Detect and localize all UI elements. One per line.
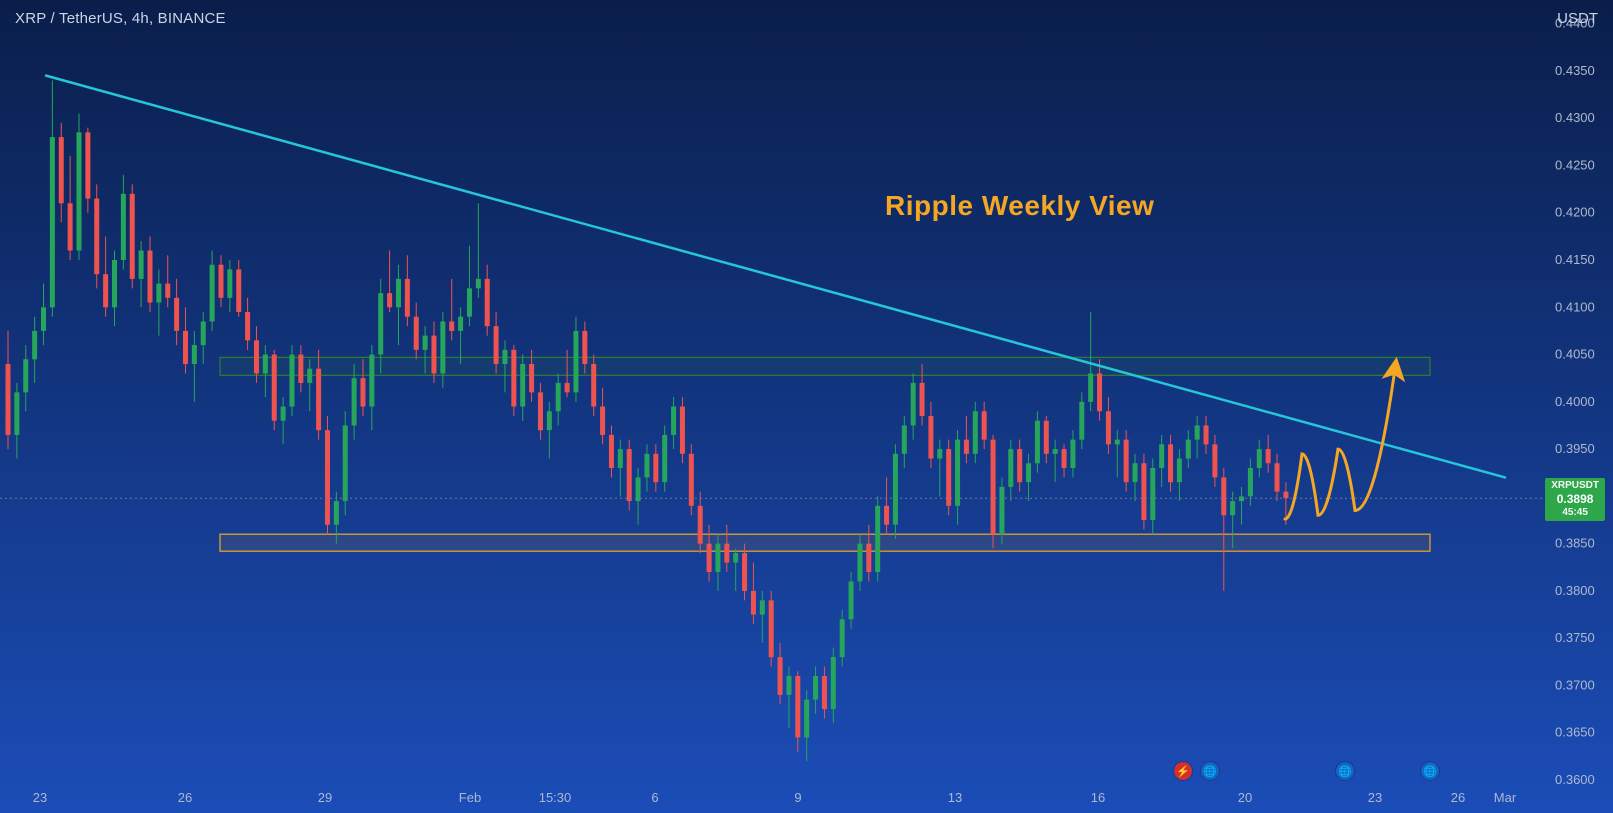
svg-text:0.4300: 0.4300: [1555, 110, 1595, 125]
svg-text:23: 23: [1368, 790, 1382, 805]
event-icon[interactable]: ⚡: [1174, 762, 1192, 780]
event-icon[interactable]: 🌐: [1336, 762, 1354, 780]
svg-text:26: 26: [1451, 790, 1465, 805]
price-badge-countdown: 45:45: [1551, 507, 1599, 519]
svg-text:Mar: Mar: [1494, 790, 1517, 805]
svg-text:26: 26: [178, 790, 192, 805]
svg-text:6: 6: [651, 790, 658, 805]
price-badge-symbol: XRPUSDT: [1551, 480, 1599, 492]
svg-text:0.4250: 0.4250: [1555, 157, 1595, 172]
svg-text:0.3800: 0.3800: [1555, 583, 1595, 598]
event-icon[interactable]: 🌐: [1421, 762, 1439, 780]
svg-text:0.3700: 0.3700: [1555, 677, 1595, 692]
svg-text:0.4000: 0.4000: [1555, 394, 1595, 409]
svg-text:0.3750: 0.3750: [1555, 630, 1595, 645]
chart-annotation-title: Ripple Weekly View: [885, 190, 1154, 222]
svg-text:20: 20: [1238, 790, 1252, 805]
svg-text:0.4050: 0.4050: [1555, 347, 1595, 362]
svg-text:Feb: Feb: [459, 790, 481, 805]
symbol-label: XRP / TetherUS, 4h, BINANCE: [15, 10, 226, 27]
chart-svg[interactable]: 0.3600 0.3650 0.3700 0.3750 0.3800 0.3850 0.39…: [0, 0, 1613, 813]
svg-text:16: 16: [1091, 790, 1105, 805]
currency-label: USDT: [1557, 10, 1598, 27]
svg-text:0.4150: 0.4150: [1555, 252, 1595, 267]
svg-text:0.4100: 0.4100: [1555, 299, 1595, 314]
svg-text:0.3600: 0.3600: [1555, 772, 1595, 787]
svg-text:0.3950: 0.3950: [1555, 441, 1595, 456]
svg-text:0.3650: 0.3650: [1555, 725, 1595, 740]
svg-text:9: 9: [794, 790, 801, 805]
svg-text:23: 23: [33, 790, 47, 805]
event-icon[interactable]: 🌐: [1201, 762, 1219, 780]
svg-text:0.3850: 0.3850: [1555, 536, 1595, 551]
chart-container: 0.3600 0.3650 0.3700 0.3750 0.3800 0.3850 0.39…: [0, 0, 1613, 813]
svg-text:0.4200: 0.4200: [1555, 205, 1595, 220]
current-price-badge: XRPUSDT 0.3898 45:45: [1545, 478, 1605, 520]
svg-text:0.4350: 0.4350: [1555, 63, 1595, 78]
svg-text:29: 29: [318, 790, 332, 805]
price-badge-value: 0.3898: [1551, 492, 1599, 506]
svg-text:13: 13: [948, 790, 962, 805]
svg-text:15:30: 15:30: [539, 790, 572, 805]
